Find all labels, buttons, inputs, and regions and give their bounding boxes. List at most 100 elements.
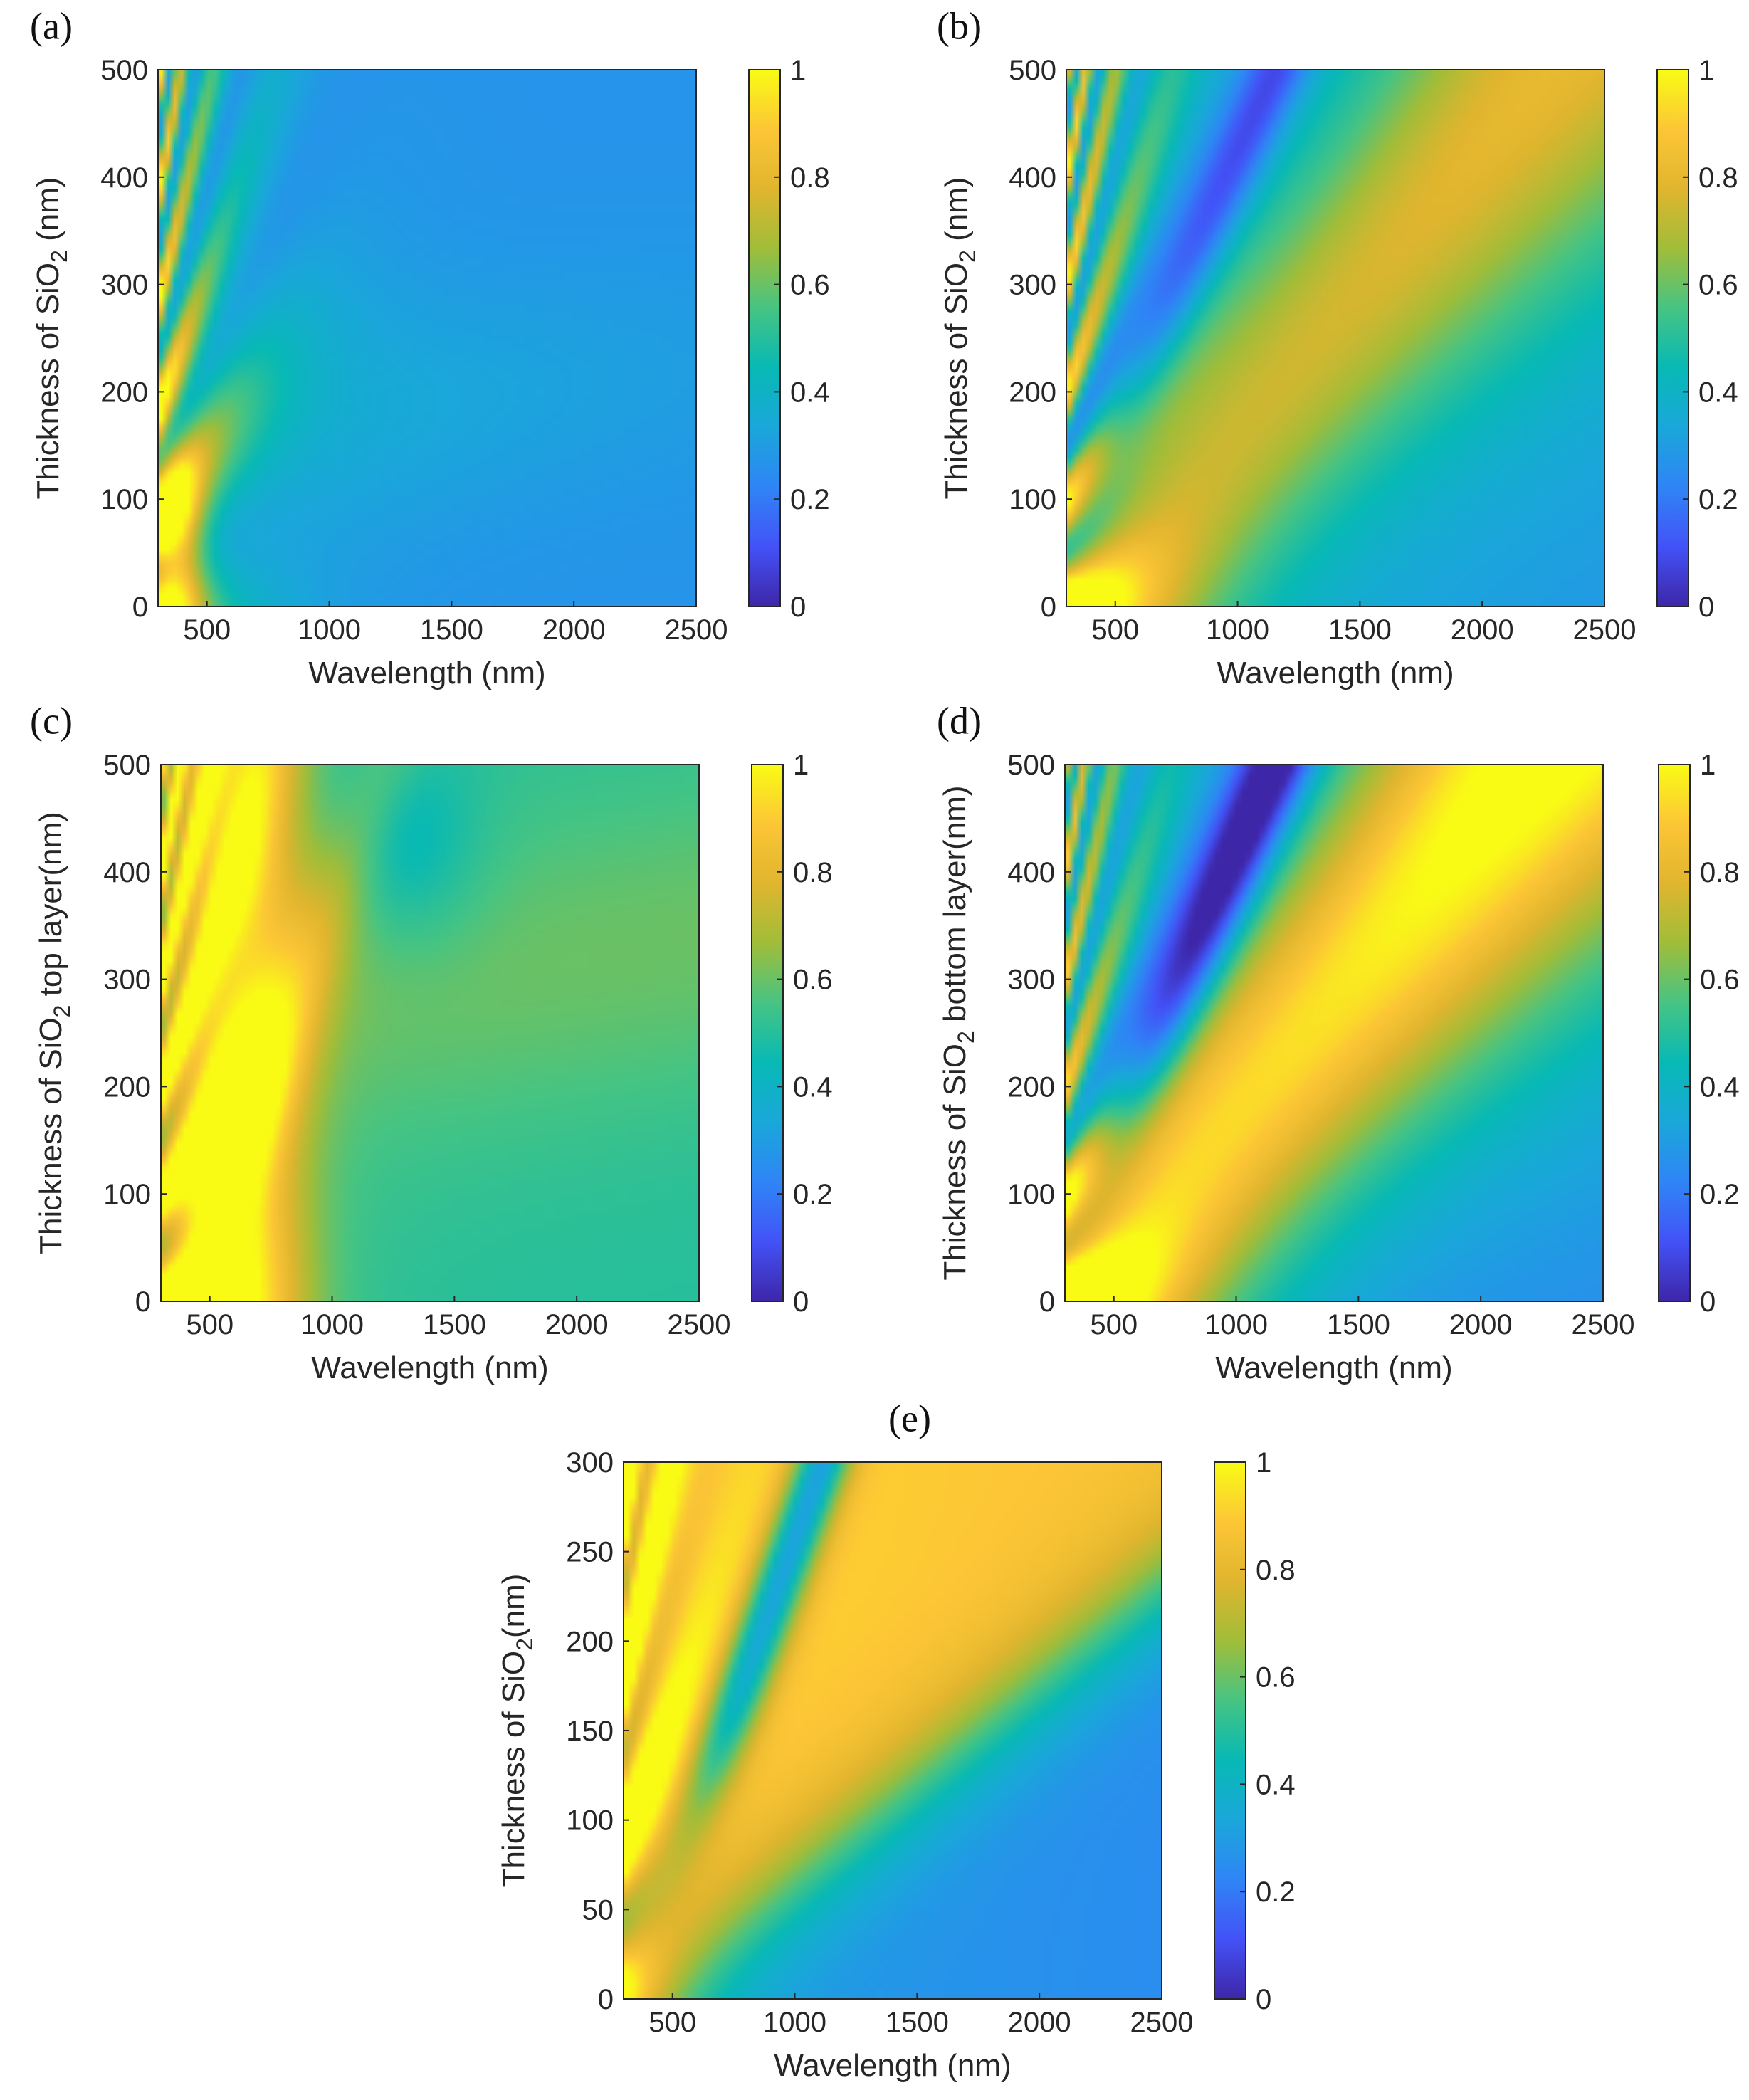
colorbar-tick-label: 0.8 — [1256, 1555, 1296, 1586]
panel-label: (e) — [888, 1397, 931, 1439]
y-tick-label: 200 — [100, 377, 148, 408]
plot-frame — [1066, 69, 1605, 607]
colorbar-tick-label: 0 — [1700, 1286, 1716, 1318]
y-axis-label: Thickness of SiO2 (nm) — [939, 177, 980, 499]
x-tick-label: 2000 — [1449, 1309, 1513, 1340]
y-tick-label: 300 — [103, 965, 151, 996]
colorbar — [1656, 69, 1689, 607]
y-tick-label: 300 — [100, 270, 148, 301]
panel-e: (e) 500 1000 1500 2000 2500 0 50 100 150 200 250 300… — [496, 1397, 1296, 2083]
colorbar-tick-label: 0.8 — [790, 162, 830, 194]
panel-label: (a) — [30, 4, 73, 47]
heatmap-surface — [161, 765, 699, 1301]
colorbar-tick-label: 0.6 — [790, 270, 830, 301]
x-tick-label: 2500 — [1130, 2007, 1194, 2038]
y-tick-label: 500 — [103, 750, 151, 781]
x-tick-label: 2500 — [1572, 1309, 1635, 1340]
panel-label: (c) — [30, 699, 73, 742]
panel-label: (b) — [937, 4, 982, 47]
colorbar-tick-label: 0.8 — [1698, 162, 1738, 194]
y-tick-label: 0 — [1039, 1286, 1055, 1318]
colorbar-tick-label: 0.4 — [793, 1071, 833, 1103]
x-tick-label: 500 — [186, 1309, 233, 1340]
x-tick-label: 1000 — [763, 2007, 826, 2038]
colorbar-tick-label: 0.2 — [1698, 484, 1738, 515]
x-axis-label: Wavelength (nm) — [1215, 1350, 1452, 1385]
colorbar-tick-label: 0.2 — [790, 484, 830, 515]
x-axis-label: Wavelength (nm) — [308, 656, 545, 691]
panel-c: (c) 500 1000 1500 2000 2500 0 100 200 300 400 500 Wa… — [30, 699, 833, 1385]
colorbar-tick-label: 0.4 — [1700, 1071, 1740, 1103]
y-tick-label: 100 — [103, 1179, 151, 1210]
y-tick-label: 100 — [1007, 1179, 1055, 1210]
x-tick-label: 2000 — [1008, 2007, 1071, 2038]
y-tick-label: 0 — [132, 592, 148, 623]
colorbar-tick-label: 1 — [1700, 750, 1716, 781]
plot-frame — [1064, 764, 1604, 1302]
colorbar — [748, 69, 781, 607]
panel-d: (d) 500 1000 1500 2000 2500 0 100 200 300 400 500 Wa… — [937, 699, 1740, 1385]
x-tick-label: 500 — [648, 2007, 696, 2038]
y-tick-label: 300 — [566, 1447, 614, 1479]
x-tick-label: 1000 — [1204, 1309, 1268, 1340]
y-tick-label: 500 — [100, 55, 148, 86]
y-axis-label: Thickness of SiO2 top layer(nm) — [33, 812, 75, 1254]
y-tick-label: 200 — [1009, 377, 1056, 408]
x-axis-label: Wavelength (nm) — [774, 2048, 1011, 2083]
x-tick-label: 500 — [1090, 1309, 1138, 1340]
plot-frame — [157, 69, 697, 607]
x-tick-label: 2500 — [665, 614, 728, 646]
x-tick-label: 2000 — [542, 614, 606, 646]
colorbar-tick-label: 1 — [1256, 1447, 1271, 1479]
x-tick-label: 1000 — [1206, 614, 1269, 646]
y-tick-label: 50 — [582, 1894, 614, 1926]
y-tick-label: 200 — [1007, 1071, 1055, 1103]
colorbar-tick-label: 0.2 — [1256, 1876, 1296, 1908]
y-tick-label: 100 — [566, 1805, 614, 1837]
y-tick-label: 250 — [566, 1537, 614, 1568]
heatmap-surface — [624, 1462, 1162, 1999]
y-tick-label: 0 — [135, 1286, 151, 1318]
y-axis-label: Thickness of SiO2(nm) — [496, 1574, 537, 1888]
x-tick-label: 1000 — [298, 614, 361, 646]
y-tick-label: 400 — [1009, 162, 1056, 194]
x-tick-label: 1500 — [420, 614, 483, 646]
y-tick-label: 100 — [100, 484, 148, 515]
panel-label: (d) — [937, 699, 982, 742]
colorbar-tick-label: 0.2 — [1700, 1179, 1740, 1210]
x-tick-label: 1000 — [300, 1309, 364, 1340]
x-tick-label: 2000 — [1451, 614, 1514, 646]
x-tick-label: 1500 — [1328, 614, 1392, 646]
colorbar-tick-label: 0.4 — [790, 377, 830, 408]
colorbar-tick-label: 0.2 — [793, 1179, 833, 1210]
x-tick-label: 2500 — [668, 1309, 731, 1340]
y-tick-label: 400 — [100, 162, 148, 194]
colorbar-tick-label: 0.4 — [1698, 377, 1738, 408]
heatmap-surface — [1066, 70, 1604, 607]
y-tick-label: 300 — [1007, 965, 1055, 996]
y-tick-label: 500 — [1009, 55, 1056, 86]
colorbar-tick-label: 0.6 — [1256, 1662, 1296, 1694]
x-axis-label: Wavelength (nm) — [1217, 656, 1454, 691]
panel-b: (b) 500 1000 1500 2000 2500 0 100 200 300 400 500 Wa… — [937, 4, 1738, 691]
x-axis-label: Wavelength (nm) — [311, 1350, 548, 1385]
colorbar-tick-label: 0.4 — [1256, 1769, 1296, 1800]
colorbar-tick-label: 0 — [1698, 592, 1714, 623]
y-tick-label: 300 — [1009, 270, 1056, 301]
colorbar-tick-label: 0 — [790, 592, 806, 623]
y-tick-label: 100 — [1009, 484, 1056, 515]
y-tick-label: 0 — [1041, 592, 1056, 623]
colorbar-tick-label: 0.6 — [1698, 270, 1738, 301]
y-tick-label: 400 — [1007, 857, 1055, 888]
y-axis-label: Thickness of SiO2 bottom layer(nm) — [937, 785, 979, 1280]
colorbar-tick-label: 0 — [793, 1286, 809, 1318]
panel-a: (a) 500 1000 1500 2000 2500 0 100 200 300 400 500 Wa… — [30, 4, 830, 691]
y-axis-label: Thickness of SiO2 (nm) — [31, 177, 72, 499]
y-tick-label: 150 — [566, 1716, 614, 1747]
colorbar-tick-label: 0.6 — [1700, 965, 1740, 996]
heatmap-surface — [158, 70, 696, 607]
plot-frame — [160, 764, 700, 1302]
colorbar-tick-label: 1 — [790, 55, 806, 86]
colorbar-tick-label: 0.6 — [793, 965, 833, 996]
